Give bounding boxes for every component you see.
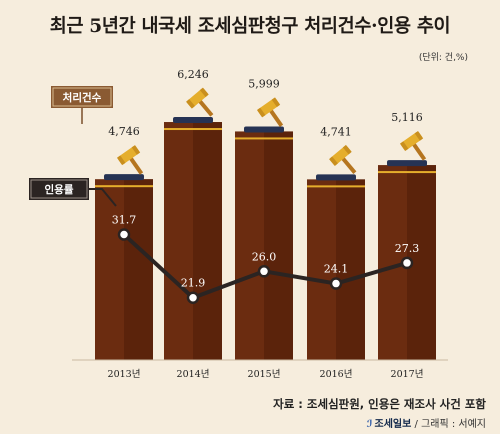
bar-value-label: 4,741 — [320, 125, 352, 138]
bar-stripe — [164, 128, 222, 131]
legend-rate-box — [29, 178, 89, 200]
bar-2016년 — [307, 174, 365, 360]
rate-point — [400, 256, 414, 270]
gavel-icon — [256, 97, 284, 127]
graphic-credit: / 그래픽 : 서예지 — [411, 419, 486, 430]
legend-rate-pointer — [89, 188, 117, 207]
gavel-icon — [116, 145, 144, 175]
unit-label: (단위: 건,%) — [418, 53, 468, 63]
rate-value-label: 26.0 — [252, 250, 277, 263]
gavel-icon — [186, 87, 214, 117]
bar-2014년 — [164, 117, 222, 360]
rate-point — [186, 291, 200, 304]
x-tick-label: 2014년 — [177, 369, 210, 380]
legend-count: 처리건수 — [51, 86, 113, 124]
gavel-icon — [329, 144, 357, 174]
credit-line: ℐ 조세일보 / 그래픽 : 서예지 — [367, 415, 486, 430]
x-tick-label: 2016년 — [320, 369, 353, 380]
x-tick-label: 2015년 — [248, 369, 281, 380]
legend-count-label: 처리건수 — [63, 91, 102, 104]
rate-value-label: 21.9 — [181, 277, 206, 290]
rate-value-label: 27.3 — [395, 242, 420, 255]
bar-shade — [336, 179, 365, 360]
legend-rate: 인용률 — [29, 178, 117, 207]
bar-stripe — [307, 185, 365, 188]
x-tick-label: 2013년 — [108, 369, 141, 380]
bar-value-label: 4,746 — [108, 125, 140, 138]
bar-cap — [387, 160, 427, 167]
publisher-logo: 조세일보 — [374, 419, 412, 430]
bar-shade — [264, 131, 293, 360]
rate-point — [329, 277, 343, 290]
rate-point — [257, 265, 271, 278]
legend-count-box — [51, 86, 113, 108]
bar-value-label: 5,999 — [248, 77, 280, 90]
rate-value-label: 31.7 — [112, 214, 137, 227]
bar-shade — [124, 179, 153, 360]
chart-title: 최근 5년간 내국세 조세심판청구 처리건수·인용 추이 — [49, 16, 451, 37]
bar-cap — [316, 174, 356, 181]
bar-2013년 — [95, 174, 153, 360]
logo-mark-icon: ℐ — [366, 419, 373, 430]
bar-cap — [173, 117, 213, 124]
bar-stripe — [235, 137, 293, 140]
rate-point — [117, 228, 131, 241]
bar-2015년 — [235, 126, 293, 360]
bar-cap — [244, 126, 284, 133]
bar-value-label: 6,246 — [177, 68, 209, 81]
bar-shade — [193, 122, 222, 360]
bar-value-label: 5,116 — [391, 111, 423, 124]
bar-stripe — [378, 171, 436, 174]
bar-cap — [104, 174, 144, 181]
legend-rate-label: 인용률 — [45, 183, 74, 196]
bar-stripe — [95, 185, 153, 188]
bar-2017년 — [378, 160, 436, 360]
rate-value-label: 24.1 — [324, 263, 349, 276]
x-tick-label: 2017년 — [391, 369, 424, 380]
source-note: 자료 : 조세심판원, 인용은 재조사 사건 포함 — [273, 397, 486, 411]
gavel-icon — [399, 131, 427, 161]
